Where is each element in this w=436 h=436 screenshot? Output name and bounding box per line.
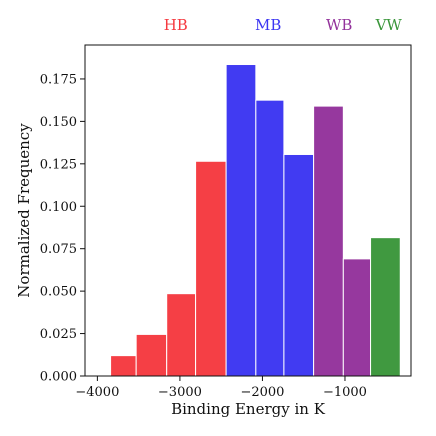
bar-wb-8 [313, 105, 344, 377]
x-axis: −4000 −3000 −2000 −1000 [75, 376, 367, 400]
y-tick-label: 0.000 [40, 370, 77, 385]
y-tick-label: 0.025 [40, 327, 77, 342]
plot-frame [84, 44, 412, 377]
y-tick-label: 0.175 [40, 72, 77, 87]
y-tick-label: 0.150 [40, 115, 77, 130]
bar-vw-10 [370, 237, 401, 377]
group-label-hb: HB [164, 16, 188, 34]
y-tick-label: 0.100 [40, 200, 77, 215]
bar-mb-7 [283, 153, 315, 377]
x-tick-label: −2000 [240, 385, 284, 400]
group-label-mb: MB [255, 16, 281, 34]
y-tick-label: 0.125 [40, 157, 77, 172]
x-axis-title: Binding Energy in K [171, 400, 326, 418]
x-tick-label: −4000 [75, 385, 119, 400]
y-axis-title: Normalized Frequency [15, 123, 33, 298]
x-tick-label: −1000 [323, 385, 367, 400]
bar-mb-6 [255, 99, 285, 377]
group-label-wb: WB [326, 16, 352, 34]
y-tick-label: 0.075 [40, 242, 77, 257]
bar-mb-5 [225, 64, 257, 377]
x-tick-label: −3000 [158, 385, 202, 400]
bars [110, 64, 401, 377]
bar-hb-4 [195, 160, 227, 377]
group-label-vw: VW [375, 16, 403, 34]
bar-hb-1 [110, 355, 137, 377]
bar-hb-2 [135, 333, 168, 377]
y-axis: 0.000 0.025 0.050 0.075 0.100 0.125 0.150 0.175 [40, 72, 85, 385]
y-tick-label: 0.050 [40, 285, 77, 300]
bar-hb-3 [166, 293, 197, 377]
bar-wb-9 [342, 258, 372, 377]
group-labels: HB MB WB VW [164, 16, 403, 34]
